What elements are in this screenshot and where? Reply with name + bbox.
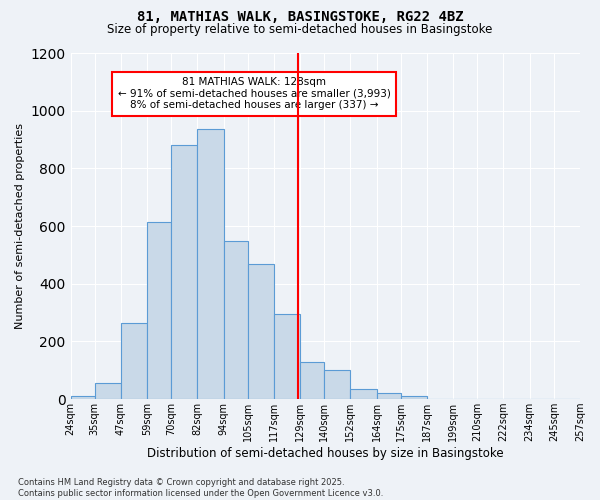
Bar [248, 264, 274, 399]
Y-axis label: Number of semi-detached properties: Number of semi-detached properties [15, 123, 25, 329]
Bar [147, 222, 171, 399]
Text: Contains HM Land Registry data © Crown copyright and database right 2025.
Contai: Contains HM Land Registry data © Crown c… [18, 478, 383, 498]
Bar [71, 396, 95, 399]
Bar [300, 362, 324, 399]
Bar [274, 314, 300, 399]
Bar [171, 146, 197, 399]
Bar [324, 370, 350, 399]
Bar [401, 396, 427, 399]
X-axis label: Distribution of semi-detached houses by size in Basingstoke: Distribution of semi-detached houses by … [147, 447, 503, 460]
Text: 81, MATHIAS WALK, BASINGSTOKE, RG22 4BZ: 81, MATHIAS WALK, BASINGSTOKE, RG22 4BZ [137, 10, 463, 24]
Text: 81 MATHIAS WALK: 128sqm
← 91% of semi-detached houses are smaller (3,993)
8% of : 81 MATHIAS WALK: 128sqm ← 91% of semi-de… [118, 77, 391, 110]
Bar [377, 394, 401, 399]
Bar [350, 389, 377, 399]
Bar [95, 384, 121, 399]
Bar [197, 130, 224, 399]
Bar [224, 240, 248, 399]
Text: Size of property relative to semi-detached houses in Basingstoke: Size of property relative to semi-detach… [107, 22, 493, 36]
Bar [121, 322, 147, 399]
